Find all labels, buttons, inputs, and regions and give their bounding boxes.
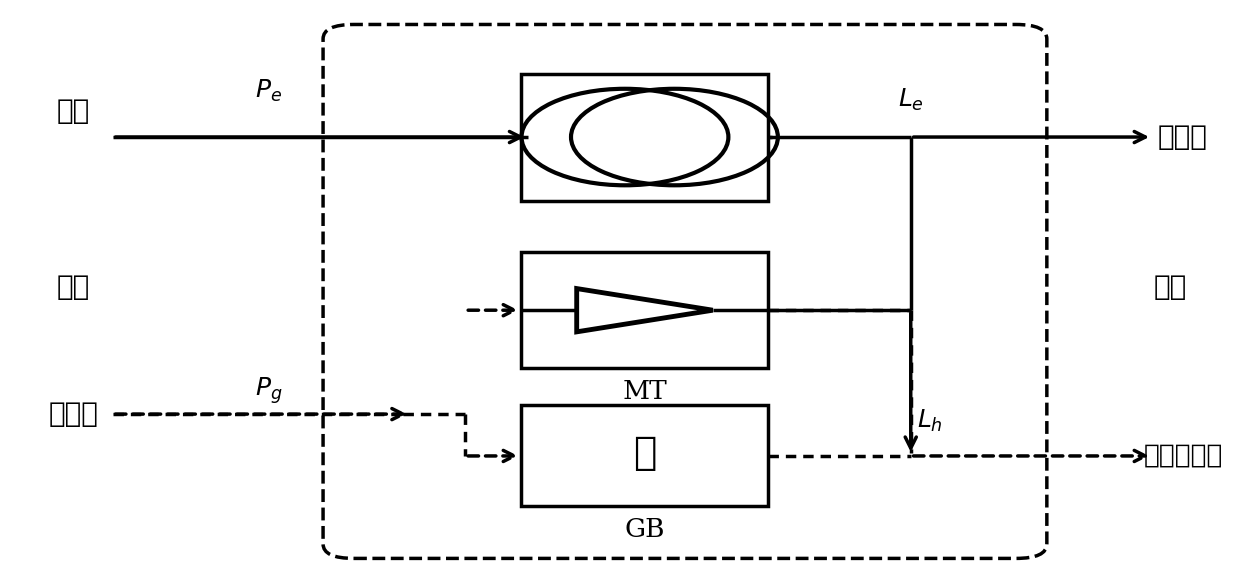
Text: $P_g$: $P_g$ — [255, 376, 283, 407]
Text: 🔥: 🔥 — [634, 434, 656, 472]
Text: MT: MT — [622, 379, 667, 404]
Text: $L_e$: $L_e$ — [898, 86, 924, 113]
Text: 电力: 电力 — [57, 97, 89, 125]
FancyBboxPatch shape — [521, 74, 769, 201]
Text: $P_e$: $P_e$ — [255, 78, 281, 104]
Text: 天然气: 天然气 — [48, 400, 98, 428]
Text: 热、冷负荷: 热、冷负荷 — [1143, 443, 1223, 469]
FancyBboxPatch shape — [521, 405, 769, 506]
FancyBboxPatch shape — [521, 252, 769, 368]
Text: GB: GB — [625, 517, 665, 542]
Text: 电负荷: 电负荷 — [1158, 123, 1208, 151]
Text: 输出: 输出 — [1154, 273, 1187, 301]
Text: $L_h$: $L_h$ — [916, 408, 942, 434]
Text: 输入: 输入 — [57, 273, 89, 301]
